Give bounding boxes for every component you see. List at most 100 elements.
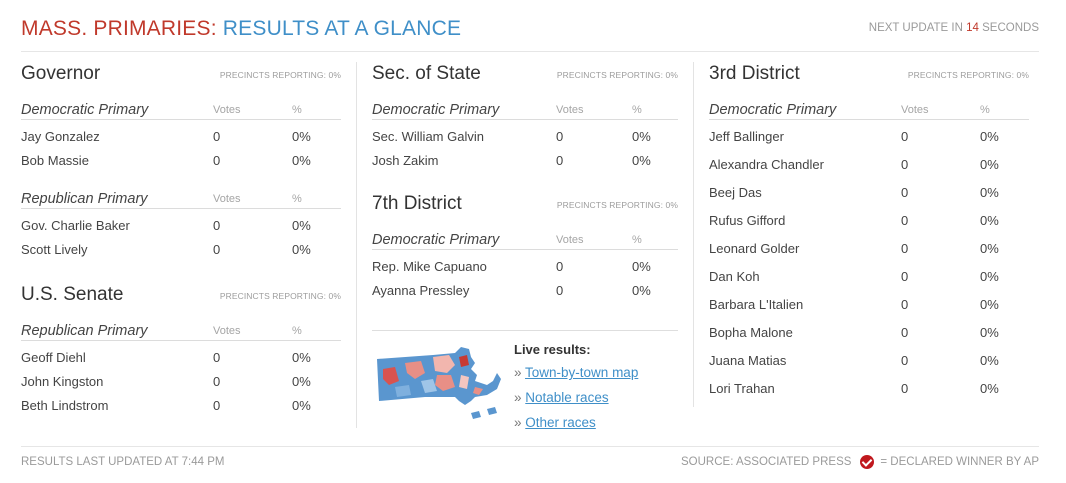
race-title: Sec. of State [372,63,481,84]
primary-title: Democratic Primary [21,102,149,118]
pct-header: % [632,234,642,246]
candidate-name: Lori Trahan [709,381,775,396]
candidate-row: Geoff Diehl 0 0% [21,345,341,369]
live-results-title: Live results: [514,342,591,357]
votes-header: Votes [556,234,584,246]
primary-header: Democratic Primary Votes % [372,222,678,250]
candidate-row: Ayanna Pressley 0 0% [372,278,678,302]
primary-title: Republican Primary [21,191,148,207]
candidate-pct: 0% [980,269,999,284]
candidate-pct: 0% [292,374,311,389]
candidate-votes: 0 [556,129,564,144]
votes-header: Votes [901,104,929,116]
candidate-pct: 0% [632,283,651,298]
candidate-pct: 0% [292,129,311,144]
candidate-votes: 0 [901,157,909,172]
race-governor: Governor PRECINCTS REPORTING: 0% Democra… [21,60,341,261]
race-title: U.S. Senate [21,284,124,305]
source-credit: SOURCE: ASSOCIATED PRESS [681,456,852,468]
next-update-seconds: 14 [966,22,979,34]
candidate-row: Josh Zakim 0 0% [372,148,678,172]
race-3rd-district: 3rd District PRECINCTS REPORTING: 0% Dem… [709,60,1029,404]
votes-header: Votes [213,193,241,205]
candidate-pct: 0% [292,350,311,365]
header: MASS. PRIMARIES: RESULTS AT A GLANCE NEX… [21,16,1039,52]
live-results-links: Live results: » Town-by-town map » Notab… [514,342,638,440]
candidate-pct: 0% [980,381,999,396]
precincts-reporting: PRECINCTS REPORTING: 0% [556,200,678,210]
candidate-votes: 0 [901,241,909,256]
candidate-row: Juana Matias 0 0% [709,348,1029,376]
pct-header: % [292,325,302,337]
candidate-row: Beth Lindstrom 0 0% [21,393,341,417]
other-races-link[interactable]: Other races [525,415,596,430]
primary-header: Democratic Primary Votes % [709,92,1029,120]
column-divider [693,62,694,407]
pct-header: % [292,104,302,116]
candidate-name: Rufus Gifford [709,213,786,228]
massachusetts-results-map-icon[interactable] [375,345,503,425]
candidate-row: Barbara L'Italien 0 0% [709,292,1029,320]
candidate-list: Jeff Ballinger 0 0% Alexandra Chandler 0 0% Be… [709,124,1029,404]
candidate-row: Jay Gonzalez 0 0% [21,124,341,148]
candidate-pct: 0% [980,353,999,368]
primary-header: Democratic Primary Votes % [372,92,678,120]
candidate-votes: 0 [213,350,221,365]
race-title: 3rd District [709,63,800,84]
candidate-row: Leonard Golder 0 0% [709,236,1029,264]
race-title: 7th District [372,193,462,214]
title-part2: RESULTS AT A GLANCE [222,17,462,40]
candidate-row: John Kingston 0 0% [21,369,341,393]
town-by-town-map-link[interactable]: Town-by-town map [525,365,639,380]
candidate-pct: 0% [980,325,999,340]
candidate-row: Bopha Malone 0 0% [709,320,1029,348]
candidate-votes: 0 [901,297,909,312]
live-link-row: » Other races [514,415,638,440]
candidate-pct: 0% [980,129,999,144]
candidate-votes: 0 [213,374,221,389]
candidate-name: Scott Lively [21,242,88,257]
candidate-pct: 0% [632,129,651,144]
candidate-row: Gov. Charlie Baker 0 0% [21,213,341,237]
check-circle-icon [860,455,875,469]
precincts-reporting: PRECINCTS REPORTING: 0% [219,70,341,80]
column-divider [356,62,357,428]
primary-title: Democratic Primary [372,102,500,118]
primary-title: Republican Primary [21,323,148,339]
candidate-row: Beej Das 0 0% [709,180,1029,208]
candidate-name: Barbara L'Italien [709,297,804,312]
candidate-votes: 0 [901,185,909,200]
candidate-name: Rep. Mike Capuano [372,259,487,274]
pct-header: % [632,104,642,116]
precincts-reporting: PRECINCTS REPORTING: 0% [219,291,341,301]
candidate-row: Alexandra Chandler 0 0% [709,152,1029,180]
page-title: MASS. PRIMARIES: RESULTS AT A GLANCE [21,17,461,41]
candidate-name: Beth Lindstrom [21,398,109,413]
candidate-name: Beej Das [709,185,762,200]
candidate-row: Scott Lively 0 0% [21,237,341,261]
candidate-row: Jeff Ballinger 0 0% [709,124,1029,152]
candidate-name: Leonard Golder [709,241,800,256]
votes-header: Votes [556,104,584,116]
primary-header: Democratic Primary Votes % [21,92,341,120]
candidate-pct: 0% [632,153,651,168]
primary-header: Republican Primary Votes % [21,313,341,341]
candidate-name: Geoff Diehl [21,350,86,365]
race-7th-district: 7th District PRECINCTS REPORTING: 0% Dem… [372,190,678,302]
race-title: Governor [21,63,101,84]
candidate-votes: 0 [556,259,564,274]
live-link-row: » Notable races [514,390,638,415]
candidate-votes: 0 [213,398,221,413]
notable-races-link[interactable]: Notable races [525,390,609,405]
candidate-row: Bob Massie 0 0% [21,148,341,172]
candidate-votes: 0 [213,153,221,168]
candidate-votes: 0 [901,353,909,368]
candidate-votes: 0 [901,129,909,144]
candidate-pct: 0% [980,213,999,228]
title-part1: MASS. PRIMARIES: [21,17,217,40]
candidate-name: Jeff Ballinger [709,129,784,144]
candidate-name: Josh Zakim [372,153,439,168]
candidate-votes: 0 [213,218,221,233]
candidate-name: Juana Matias [709,353,787,368]
precincts-reporting: PRECINCTS REPORTING: 0% [556,70,678,80]
